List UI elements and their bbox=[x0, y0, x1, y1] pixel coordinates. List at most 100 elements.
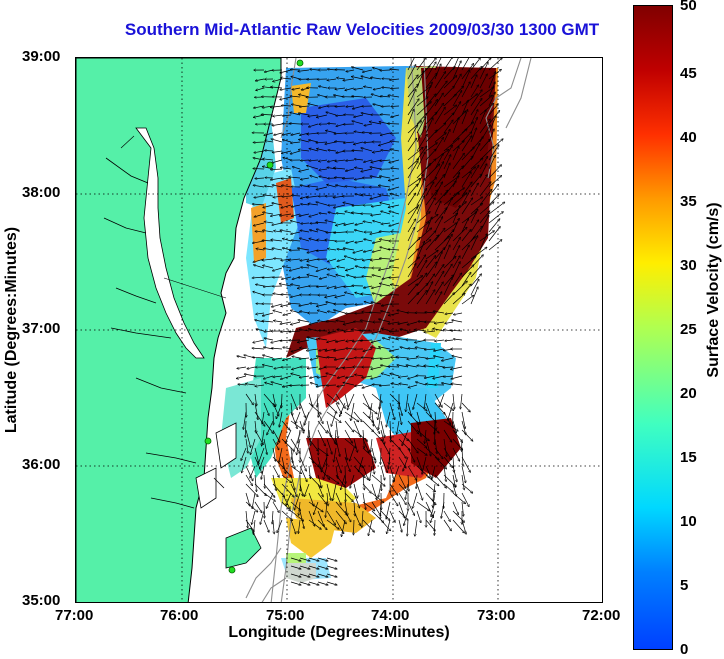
velocity-vector bbox=[443, 58, 453, 71]
velocity-vector bbox=[281, 465, 291, 476]
velocity-vector bbox=[445, 313, 454, 314]
velocity-vector bbox=[346, 160, 355, 161]
velocity-vector bbox=[454, 312, 463, 315]
velocity-vector bbox=[282, 132, 292, 135]
velocity-vector bbox=[378, 483, 382, 497]
velocity-vector bbox=[352, 105, 364, 109]
velocity-vector bbox=[443, 94, 456, 107]
velocity-vector bbox=[354, 159, 364, 160]
velocity-vector bbox=[373, 221, 382, 224]
velocity-vector bbox=[335, 456, 341, 473]
velocity-vector bbox=[488, 92, 495, 107]
velocity-vector bbox=[389, 222, 400, 226]
velocity-vector bbox=[443, 367, 454, 368]
velocity-vector bbox=[252, 204, 265, 205]
velocity-vector bbox=[462, 438, 463, 451]
velocity-vector bbox=[391, 106, 400, 107]
velocity-vector bbox=[334, 204, 346, 208]
velocity-vector bbox=[292, 167, 301, 170]
velocity-vector bbox=[260, 456, 265, 469]
velocity-vector bbox=[381, 373, 391, 377]
velocity-vector bbox=[488, 104, 498, 116]
colorbar-tick-label: 0 bbox=[680, 641, 689, 658]
velocity-vector bbox=[389, 465, 394, 481]
velocity-vector bbox=[292, 195, 301, 196]
velocity-vector bbox=[416, 411, 420, 424]
velocity-vector bbox=[403, 456, 409, 471]
velocity-vector bbox=[398, 474, 406, 488]
colorbar-tick-label: 30 bbox=[680, 257, 697, 274]
velocity-vector bbox=[327, 185, 337, 188]
velocity-vector bbox=[337, 384, 346, 387]
velocity-vector bbox=[382, 328, 391, 332]
velocity-vector bbox=[335, 492, 341, 505]
velocity-vector bbox=[443, 230, 454, 242]
velocity-vector bbox=[362, 447, 376, 460]
velocity-vector bbox=[335, 474, 345, 487]
velocity-vector bbox=[344, 256, 355, 260]
velocity-vector bbox=[262, 312, 274, 316]
velocity-vector bbox=[281, 438, 295, 451]
velocity-vector bbox=[254, 265, 265, 269]
velocity-vector bbox=[389, 211, 400, 215]
velocity-vector bbox=[326, 373, 337, 377]
colorbar-tick-label: 40 bbox=[680, 129, 697, 146]
velocity-vector bbox=[453, 411, 454, 428]
velocity-vector bbox=[262, 365, 274, 368]
velocity-vector bbox=[325, 294, 337, 297]
velocity-vector bbox=[362, 474, 364, 490]
map-plot-area bbox=[75, 57, 603, 603]
velocity-vector bbox=[434, 447, 443, 459]
velocity-vector bbox=[425, 231, 436, 242]
velocity-vector bbox=[344, 420, 354, 432]
velocity-vector bbox=[380, 456, 388, 472]
velocity-vector bbox=[328, 267, 337, 270]
velocity-vector bbox=[452, 474, 455, 487]
velocity-vector bbox=[353, 411, 362, 422]
velocity-vector bbox=[407, 402, 411, 416]
velocity-vector bbox=[461, 212, 477, 224]
velocity-vector bbox=[258, 447, 265, 465]
colorbar bbox=[633, 5, 673, 650]
velocity-vector bbox=[443, 483, 453, 492]
velocity-vector bbox=[253, 185, 265, 188]
velocity-vector bbox=[363, 69, 373, 72]
velocity-vector bbox=[362, 420, 374, 432]
velocity-vector bbox=[346, 267, 355, 271]
velocity-vector bbox=[450, 330, 463, 331]
velocity-vector bbox=[461, 420, 466, 435]
velocity-vector bbox=[470, 287, 478, 305]
map-grid bbox=[76, 58, 602, 602]
velocity-vector bbox=[380, 295, 391, 296]
velocity-vector bbox=[416, 402, 427, 411]
velocity-vector bbox=[389, 159, 400, 163]
velocity-vector bbox=[434, 133, 446, 143]
velocity-vector bbox=[294, 492, 301, 510]
velocity-vector bbox=[407, 109, 414, 125]
velocity-vector bbox=[334, 310, 346, 314]
colorbar-tick-label: 50 bbox=[680, 0, 697, 14]
velocity-vector bbox=[244, 374, 256, 377]
velocity-vector bbox=[388, 186, 400, 190]
velocity-vector bbox=[470, 174, 482, 188]
colorbar-tick-label: 25 bbox=[680, 321, 697, 338]
velocity-vector bbox=[425, 217, 432, 233]
velocity-vector bbox=[309, 123, 319, 127]
velocity-vector bbox=[380, 239, 391, 242]
velocity-vector bbox=[326, 393, 339, 404]
velocity-vector bbox=[398, 321, 409, 324]
velocity-vector bbox=[362, 384, 373, 388]
velocity-vector bbox=[291, 310, 301, 314]
velocity-vector bbox=[298, 429, 301, 443]
velocity-vector bbox=[461, 198, 473, 215]
velocity-vector bbox=[289, 123, 301, 124]
velocity-vector bbox=[236, 375, 247, 379]
velocity-vector bbox=[238, 384, 247, 385]
velocity-vector bbox=[354, 132, 364, 134]
velocity-vector bbox=[488, 82, 495, 98]
velocity-vector bbox=[281, 393, 282, 408]
velocity-vector bbox=[336, 213, 346, 214]
velocity-vector bbox=[434, 292, 442, 305]
velocity-vector bbox=[317, 420, 327, 433]
velocity-vector bbox=[479, 234, 487, 251]
